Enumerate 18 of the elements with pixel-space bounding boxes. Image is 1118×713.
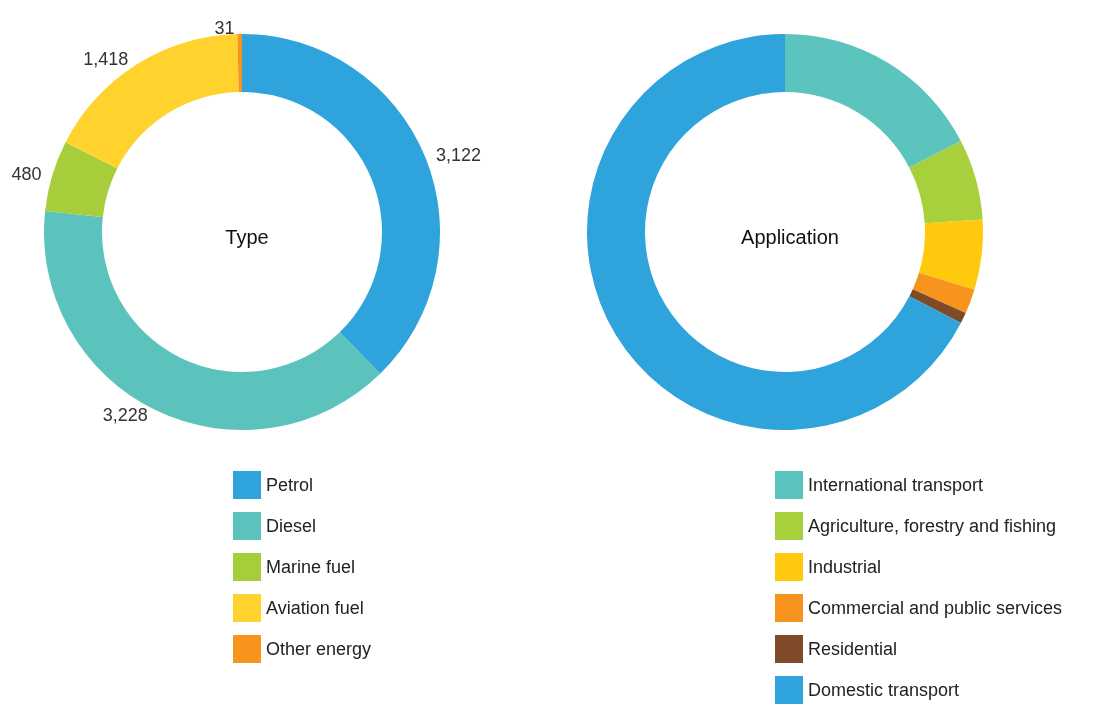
legend-label: Diesel bbox=[266, 516, 317, 536]
legend-label: Marine fuel bbox=[266, 557, 356, 577]
legend-label: Domestic transport bbox=[808, 680, 960, 700]
legend-label: Residential bbox=[808, 639, 898, 659]
data-label: 3,122 bbox=[435, 145, 482, 166]
legend-label: International transport bbox=[808, 475, 984, 495]
legend-label: Petrol bbox=[266, 475, 314, 495]
data-label: 31 bbox=[214, 18, 235, 39]
data-label: 3,228 bbox=[102, 405, 148, 426]
data-label: 1,418 bbox=[83, 49, 129, 70]
legend-label: Industrial bbox=[808, 557, 882, 577]
text: Application bbox=[741, 226, 839, 248]
legend-label: Aviation fuel bbox=[266, 598, 364, 618]
legend-label: Other energy bbox=[266, 639, 372, 659]
legend-label: Commercial and public services bbox=[808, 598, 1063, 618]
text: Type bbox=[225, 226, 269, 248]
legend-label: Agriculture, forestry and fishing bbox=[808, 516, 1057, 536]
data-label: 480 bbox=[11, 163, 42, 184]
